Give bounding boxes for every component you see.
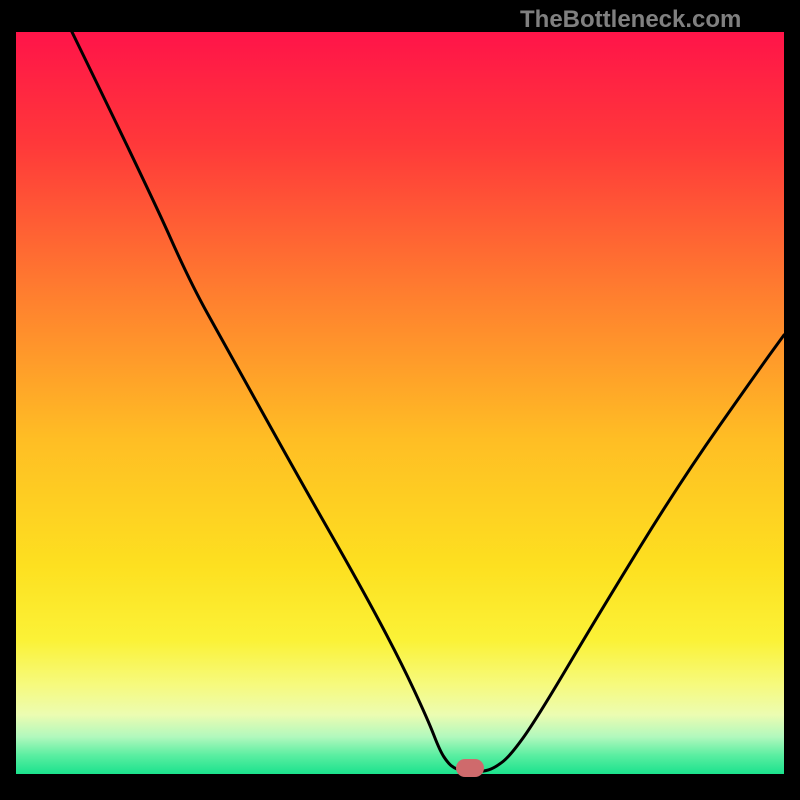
watermark-label: TheBottleneck.com — [520, 6, 741, 34]
bottleneck-curve-path — [72, 32, 784, 772]
chart-container: TheBottleneck.com — [0, 0, 800, 800]
bottleneck-curve-plot — [0, 0, 800, 800]
optimal-point-marker — [456, 759, 484, 777]
